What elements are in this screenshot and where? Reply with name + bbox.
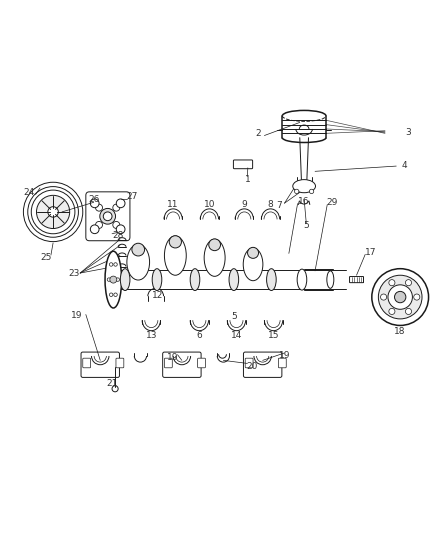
Ellipse shape: [327, 271, 334, 288]
Circle shape: [116, 199, 125, 208]
FancyBboxPatch shape: [244, 352, 282, 377]
Text: 15: 15: [268, 330, 279, 340]
Text: 4: 4: [401, 161, 407, 169]
Text: 25: 25: [41, 253, 52, 262]
Text: 19: 19: [279, 351, 290, 360]
Ellipse shape: [297, 269, 307, 290]
Circle shape: [389, 280, 395, 286]
Text: 26: 26: [88, 195, 99, 204]
Circle shape: [107, 278, 111, 281]
Circle shape: [116, 225, 125, 233]
Circle shape: [406, 280, 412, 286]
Text: 5: 5: [304, 221, 309, 230]
Text: 21: 21: [106, 379, 118, 388]
Text: 20: 20: [246, 361, 258, 370]
Text: 11: 11: [167, 200, 179, 209]
Circle shape: [132, 243, 145, 256]
Circle shape: [372, 269, 428, 326]
Circle shape: [100, 208, 116, 224]
Circle shape: [113, 221, 120, 229]
Text: 19: 19: [71, 311, 83, 320]
Circle shape: [114, 293, 117, 296]
Ellipse shape: [152, 269, 162, 290]
Circle shape: [95, 204, 102, 211]
FancyBboxPatch shape: [245, 358, 253, 368]
Circle shape: [90, 225, 99, 233]
Ellipse shape: [229, 269, 239, 290]
Ellipse shape: [105, 251, 122, 308]
Circle shape: [103, 212, 112, 221]
Ellipse shape: [267, 269, 276, 290]
Text: 2: 2: [255, 129, 261, 138]
Text: 18: 18: [395, 327, 406, 336]
FancyBboxPatch shape: [279, 358, 286, 368]
Circle shape: [112, 386, 118, 392]
Circle shape: [294, 189, 299, 193]
Circle shape: [114, 263, 117, 266]
Ellipse shape: [293, 180, 315, 193]
Circle shape: [36, 195, 70, 229]
Circle shape: [378, 275, 422, 319]
Ellipse shape: [243, 248, 263, 281]
Circle shape: [381, 294, 387, 300]
Circle shape: [110, 263, 113, 266]
Ellipse shape: [120, 269, 130, 290]
Text: 7: 7: [276, 201, 282, 210]
Circle shape: [309, 189, 314, 193]
FancyBboxPatch shape: [198, 358, 205, 368]
Ellipse shape: [204, 239, 225, 276]
Circle shape: [113, 204, 120, 211]
Text: 28: 28: [112, 231, 124, 239]
Circle shape: [395, 292, 406, 303]
Text: 29: 29: [327, 198, 338, 207]
Text: 3: 3: [406, 127, 411, 136]
Text: 12: 12: [152, 291, 163, 300]
Ellipse shape: [164, 236, 186, 275]
Text: 27: 27: [126, 192, 138, 201]
Circle shape: [247, 247, 258, 259]
Text: 17: 17: [365, 248, 377, 257]
Circle shape: [48, 207, 58, 217]
Circle shape: [389, 309, 395, 314]
Circle shape: [414, 294, 420, 300]
FancyBboxPatch shape: [116, 358, 124, 368]
Text: 10: 10: [204, 200, 215, 209]
Circle shape: [110, 276, 117, 283]
Text: 24: 24: [24, 188, 35, 197]
Text: 13: 13: [145, 330, 157, 340]
FancyBboxPatch shape: [233, 160, 253, 169]
Text: 5: 5: [231, 312, 237, 321]
Text: 9: 9: [241, 200, 247, 209]
Text: 19: 19: [166, 353, 178, 362]
Circle shape: [169, 236, 181, 248]
FancyBboxPatch shape: [81, 352, 120, 377]
Circle shape: [388, 285, 413, 309]
Text: 14: 14: [231, 330, 242, 340]
Text: 8: 8: [268, 200, 273, 209]
Circle shape: [90, 199, 99, 208]
FancyBboxPatch shape: [86, 192, 130, 241]
Circle shape: [110, 293, 113, 296]
Text: 1: 1: [244, 175, 250, 184]
Circle shape: [406, 309, 412, 314]
Circle shape: [95, 221, 102, 229]
FancyBboxPatch shape: [83, 358, 91, 368]
Ellipse shape: [127, 244, 150, 280]
FancyBboxPatch shape: [164, 358, 172, 368]
FancyBboxPatch shape: [350, 277, 364, 282]
Ellipse shape: [190, 269, 200, 290]
Circle shape: [209, 239, 220, 251]
Circle shape: [116, 278, 120, 281]
Text: 16: 16: [298, 197, 310, 206]
Text: 23: 23: [68, 269, 80, 278]
Text: 6: 6: [197, 330, 202, 340]
FancyBboxPatch shape: [162, 352, 201, 377]
